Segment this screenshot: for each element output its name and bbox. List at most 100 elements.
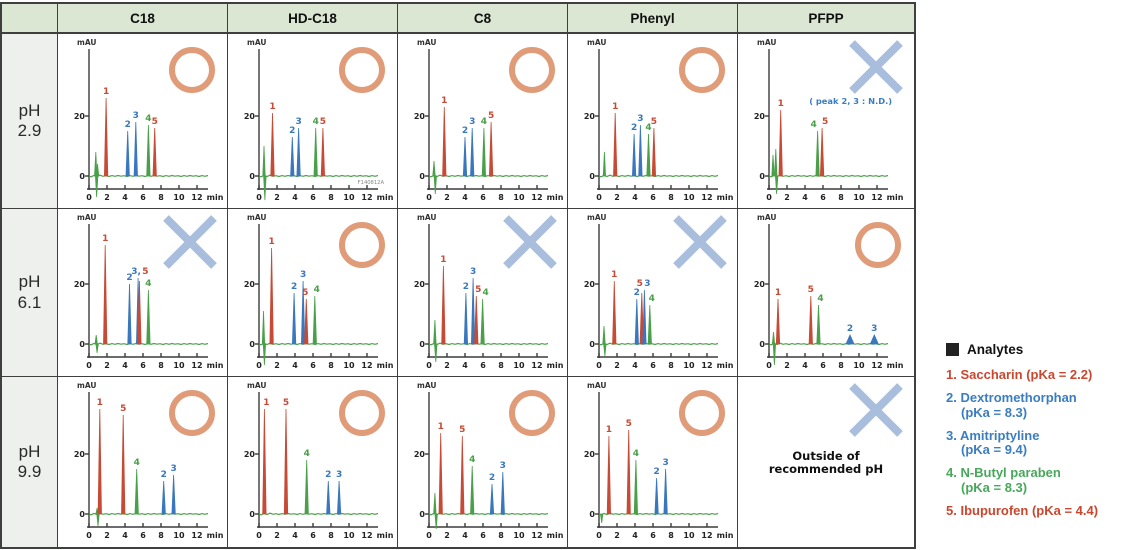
outside-ph-text: Outside of — [792, 449, 860, 463]
x-tick-label: 6 — [140, 193, 146, 202]
peak-spike — [602, 325, 606, 345]
x-tick-label: 0 — [596, 361, 602, 370]
peak-spike — [263, 175, 267, 201]
peak-spike — [433, 175, 437, 195]
peak-label: 4 — [304, 449, 310, 459]
legend-item-line: 5. Ibupurofen (pKa = 4.4) — [946, 503, 1099, 519]
x-tick-label: 8 — [668, 361, 674, 370]
peak-label: 1 — [778, 99, 784, 109]
x-tick-label: 8 — [328, 361, 334, 370]
x-axis — [427, 353, 548, 358]
fail-x-mark — [163, 215, 217, 269]
x-tick-label: 12 — [871, 361, 882, 370]
y-tick-label: 0 — [589, 172, 595, 181]
peak-spike — [612, 280, 617, 345]
y-tick-label: 20 — [584, 112, 596, 121]
ph-value: 9.9 — [17, 462, 42, 481]
x-axis-unit: min — [717, 193, 734, 202]
peak-spike — [434, 513, 438, 530]
peak-label: 5 — [320, 117, 326, 127]
y-axis — [595, 49, 600, 190]
x-tick-label: 2 — [614, 193, 620, 202]
y-axis — [255, 392, 260, 528]
x-tick-label: 2 — [104, 361, 110, 370]
row-label-ph-9-9: pH 9.9 — [2, 377, 58, 547]
x-axis — [767, 185, 888, 190]
peak-spike — [470, 277, 476, 345]
peak-spike — [646, 133, 651, 177]
x-axis — [597, 185, 718, 190]
legend-item-line: 1. Saccharin (pKa = 2.2) — [946, 367, 1093, 382]
peak-label: 4 — [645, 123, 651, 133]
chromatogram-ph99-phenyl: mAU 20 0 0 2 4 6 8 10 12 min 1 5 4 2 3 — [568, 377, 738, 547]
peak-spike — [647, 304, 652, 345]
peak-label: 2 — [291, 282, 297, 292]
peak-spike — [442, 106, 447, 177]
x-tick-label: 0 — [426, 361, 432, 370]
peak-spike — [97, 408, 102, 515]
peak-spike — [269, 247, 274, 345]
peak-spike — [262, 408, 267, 515]
x-tick-label: 10 — [173, 193, 185, 202]
x-tick-label: 8 — [498, 361, 504, 370]
peak-spike — [771, 154, 775, 177]
peak-spike — [488, 121, 494, 177]
x-tick-label: 10 — [683, 193, 695, 202]
pass-circle-mark — [339, 47, 385, 93]
peak-label: 1 — [268, 237, 274, 247]
peak-spike — [133, 121, 138, 177]
pass-circle-mark — [679, 47, 725, 93]
x-axis — [87, 523, 208, 528]
legend-item-5: 5. Ibupurofen (pKa = 4.4) — [946, 503, 1146, 519]
peak-spike — [171, 474, 176, 515]
y-axis-unit: mAU — [417, 38, 436, 47]
x-tick-label: 12 — [361, 193, 372, 202]
x-tick-label: 0 — [596, 193, 602, 202]
x-tick-label: 2 — [614, 531, 620, 540]
x-tick-label: 8 — [158, 361, 164, 370]
peak-spike — [134, 468, 139, 515]
x-axis-unit: min — [547, 193, 564, 202]
peak-spike — [631, 133, 637, 177]
peak-label: 4 — [817, 294, 823, 304]
y-tick-label: 20 — [584, 280, 596, 289]
y-tick-label: 0 — [419, 340, 425, 349]
baseline-trace — [258, 174, 379, 178]
x-tick-label: 4 — [292, 361, 298, 370]
x-tick-label: 0 — [256, 361, 262, 370]
x-tick-label: 2 — [274, 361, 280, 370]
x-tick-label: 6 — [310, 193, 316, 202]
y-axis-unit: mAU — [247, 381, 266, 390]
peak-label: 3 — [133, 111, 139, 121]
x-tick-label: 2 — [104, 531, 110, 540]
x-tick-label: 12 — [531, 531, 542, 540]
x-tick-label: 8 — [498, 531, 504, 540]
outside-ph-text: recommended pH — [769, 462, 883, 476]
pass-circle-mark — [169, 47, 215, 93]
peak-spike — [638, 124, 643, 177]
peak-label: 3 — [170, 464, 176, 474]
peak-label: 3 — [500, 461, 506, 471]
chromatogram-ph61-c8: mAU 20 0 0 2 4 6 8 10 12 min 1 2 3 5 4 — [398, 209, 568, 377]
x-tick-label: 0 — [426, 531, 432, 540]
x-axis — [767, 353, 888, 358]
baseline-trace — [768, 342, 889, 346]
peak-spike — [304, 298, 309, 345]
baseline-trace — [258, 342, 379, 346]
baseline-trace — [428, 342, 549, 346]
corner-cell — [2, 4, 58, 34]
row-label-ph-6-1: pH 6.1 — [2, 209, 58, 377]
x-tick-label: 10 — [513, 193, 525, 202]
x-tick-label: 4 — [462, 531, 468, 540]
x-tick-label: 10 — [173, 531, 185, 540]
y-tick-label: 20 — [244, 450, 256, 459]
y-tick-label: 0 — [249, 340, 255, 349]
x-tick-label: 6 — [480, 193, 486, 202]
black-square-icon — [946, 343, 959, 356]
y-tick-label: 20 — [414, 280, 426, 289]
x-tick-label: 6 — [650, 361, 656, 370]
